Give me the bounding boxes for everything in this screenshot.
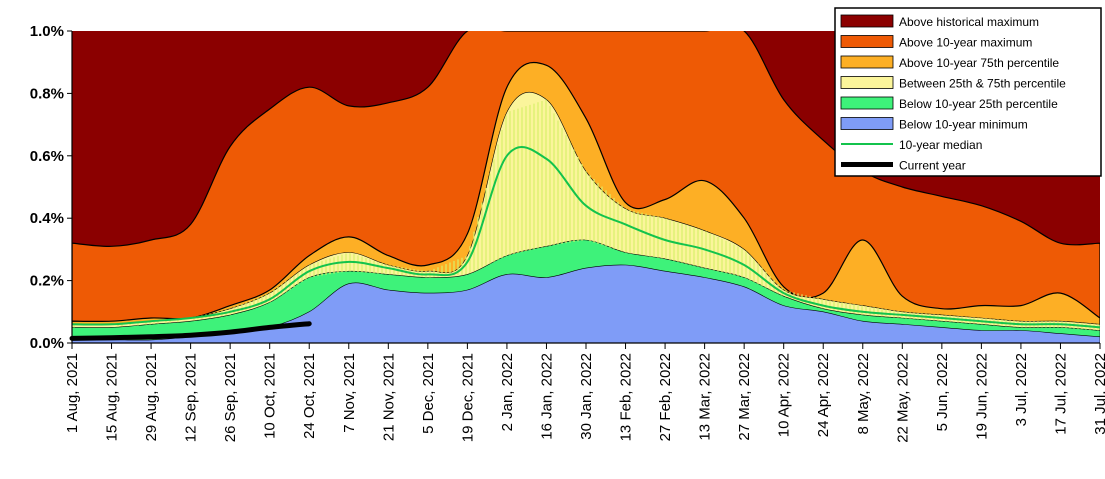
x-tick-label: 19 Dec, 2021 [459,353,476,442]
x-tick-label: 10 Apr, 2022 [776,353,793,437]
y-tick-label: 0.2% [30,273,64,290]
y-tick-label: 0.6% [30,148,64,165]
x-tick-label: 3 Jul, 2022 [1013,353,1030,426]
y-tick-label: 0.4% [30,210,64,227]
x-tick-label: 27 Feb, 2022 [657,353,674,441]
x-tick-label: 22 May, 2022 [894,353,911,443]
x-tick-label: 5 Jun, 2022 [934,353,951,431]
x-tick-label: 24 Apr, 2022 [815,353,832,437]
legend-label-between-25-75: Between 25th & 75th percentile [899,77,1066,91]
y-axis-ticks: 0.0% 0.2% 0.4% 0.6% 0.8% 1.0% [30,23,72,352]
x-tick-label: 17 Jul, 2022 [1052,353,1069,435]
x-tick-label: 26 Sep, 2021 [222,353,239,442]
x-tick-label: 1 Aug, 2021 [64,353,81,433]
x-tick-label: 12 Sep, 2021 [183,353,200,442]
x-tick-label: 16 Jan, 2022 [538,353,555,440]
x-tick-label: 2 Jan, 2022 [499,353,516,431]
x-tick-label: 30 Jan, 2022 [578,353,595,440]
legend-swatch-below-min [840,117,894,130]
x-tick-label: 13 Mar, 2022 [697,353,714,441]
x-tick-label: 31 Jul, 2022 [1092,353,1105,435]
legend-swatch-below-25th [840,96,894,110]
line-current-year [69,321,312,341]
line-ten-year-median [71,146,1101,329]
legend-swatch-historical-max [840,14,894,28]
x-tick-label: 15 Aug, 2021 [104,353,121,441]
x-tick-label: 13 Feb, 2022 [618,353,635,441]
legend: Above historical maximum Above 10-year ma… [834,7,1102,177]
legend-label-historical-max: Above historical maximum [899,15,1039,29]
x-tick-label: 24 Oct, 2021 [301,353,318,439]
legend-label-ten-year-75th: Above 10-year 75th percentile [899,56,1059,70]
legend-label-below-min: Below 10-year minimum [899,118,1028,132]
legend-swatch-between-25-75 [840,76,894,89]
line-layers [69,146,1101,341]
legend-swatch-ten-year-max [840,35,894,48]
legend-label-current-year: Current year [899,159,966,173]
x-tick-label: 29 Aug, 2021 [143,353,160,441]
x-tick-label: 10 Oct, 2021 [262,353,279,439]
legend-label-ten-year-median: 10-year median [899,138,982,152]
x-tick-label: 19 Jun, 2022 [973,353,990,440]
x-tick-label: 5 Dec, 2021 [420,353,437,434]
y-tick-label: 0.8% [30,85,64,102]
x-tick-label: 27 Mar, 2022 [736,353,753,441]
x-axis-ticks: 1 Aug, 2021 15 Aug, 2021 29 Aug, 2021 12 Se… [64,343,1105,443]
legend-label-below-25th: Below 10-year 25th percentile [899,97,1058,111]
y-tick-label: 1.0% [30,23,64,40]
x-tick-label: 7 Nov, 2021 [341,353,358,433]
legend-swatch-ten-year-75th [840,55,894,69]
y-tick-label: 0.0% [30,335,64,352]
x-tick-label: 21 Nov, 2021 [380,353,397,441]
legend-label-ten-year-max: Above 10-year maximum [899,36,1032,50]
x-tick-label: 8 May, 2022 [855,353,872,434]
